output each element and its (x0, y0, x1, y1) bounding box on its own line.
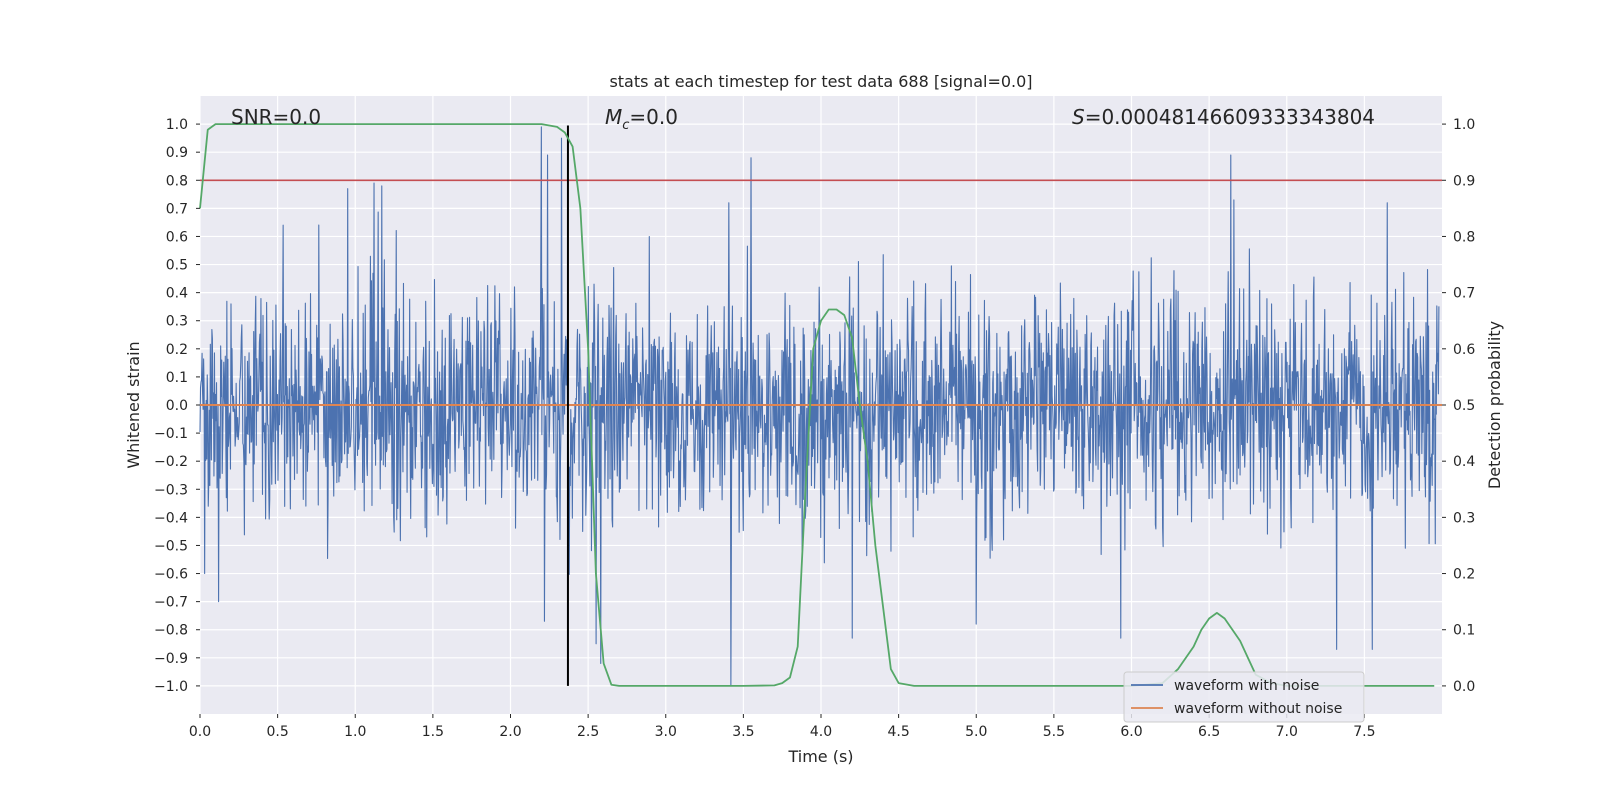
x-tick-label: 2.5 (577, 724, 599, 740)
mc-value: =0.0 (629, 105, 678, 129)
y-right-tick-label: 0.8 (1453, 229, 1475, 245)
snr-annotation: SNR=0.0 (231, 105, 321, 129)
y-left-tick-label: −0.5 (154, 538, 188, 554)
y-left-tick-label: −0.9 (154, 651, 188, 667)
y-left-tick-label: −0.6 (154, 567, 188, 583)
legend-box (1123, 671, 1365, 723)
x-tick-label: 6.0 (1120, 724, 1142, 740)
y-left-tick-label: 0.8 (166, 173, 188, 189)
x-tick-label: 4.5 (887, 724, 909, 740)
y-right-tick-label: 0.7 (1453, 286, 1475, 302)
y-left-tick-label: 0.9 (166, 145, 188, 161)
x-tick-label: 5.0 (965, 724, 987, 740)
legend: waveform with noise waveform without noi… (1123, 671, 1365, 723)
y-right-tick-label: 0.6 (1453, 342, 1475, 358)
y-left-tick-label: −0.3 (154, 482, 188, 498)
x-tick-label: 6.5 (1198, 724, 1220, 740)
y-left-tick-label: −0.7 (154, 595, 188, 611)
x-tick-label: 4.0 (810, 724, 832, 740)
legend-label-noisy: waveform with noise (1174, 678, 1319, 694)
x-tick-label: 7.0 (1276, 724, 1298, 740)
x-tick-label: 5.5 (1043, 724, 1065, 740)
y-left-tick-label: 0.0 (166, 398, 188, 414)
y-left-tick-label: 0.7 (166, 201, 188, 217)
x-tick-label: 0.5 (266, 724, 288, 740)
y-right-tick-label: 0.3 (1453, 510, 1475, 526)
y-left-tick-label: 1.0 (166, 117, 188, 133)
y-right-tick-label: 0.4 (1453, 454, 1475, 470)
x-tick-label: 2.0 (499, 724, 521, 740)
x-tick-label: 1.5 (422, 724, 444, 740)
detection-probability-line (199, 123, 1435, 687)
y-left-tick-label: 0.2 (166, 342, 188, 358)
x-tick-label: 1.0 (344, 724, 366, 740)
y-right-tick-label: 1.0 (1453, 117, 1475, 133)
y-left-tick-label: 0.4 (166, 286, 188, 302)
s-symbol: S (1072, 105, 1085, 129)
overlay-lines (199, 123, 1442, 687)
x-tick-label: 0.0 (189, 724, 211, 740)
y-left-tick-label: 0.5 (166, 258, 188, 274)
y-left-tick-label: −1.0 (154, 679, 188, 695)
mc-symbol: M (605, 105, 622, 129)
x-tick-label: 7.5 (1353, 724, 1375, 740)
legend-label-clean: waveform without noise (1174, 701, 1342, 717)
noisy-waveform-line (199, 126, 1440, 687)
y-left-tick-label: 0.1 (166, 370, 188, 386)
x-tick-label: 3.5 (732, 724, 754, 740)
tick-labels: 0.0 0.5 1.0 1.5 2.0 2.5 3.0 3.5 4.0 4.5 5.0 5.5 6.0 6… (154, 117, 1475, 740)
y-right-tick-label: 0.2 (1453, 567, 1475, 583)
y-left-tick-label: 0.3 (166, 314, 188, 330)
y-axis-left-label: Whitened strain (124, 341, 143, 468)
x-tick-label: 3.0 (655, 724, 677, 740)
y-right-tick-label: 0.1 (1453, 623, 1475, 639)
y-left-tick-label: −0.4 (154, 510, 188, 526)
y-axis-right-label: Detection probability (1485, 321, 1504, 489)
s-annotation: S=0.00048146609333343804 (1072, 105, 1375, 129)
y-right-tick-label: 0.0 (1453, 679, 1475, 695)
y-right-tick-label: 0.9 (1453, 173, 1475, 189)
y-left-tick-label: −0.1 (154, 426, 188, 442)
y-left-tick-label: 0.6 (166, 229, 188, 245)
y-left-tick-label: −0.8 (154, 623, 188, 639)
chart-title: stats at each timestep for test data 688… (609, 72, 1032, 91)
y-left-tick-label: −0.2 (154, 454, 188, 470)
x-axis-label: Time (s) (787, 747, 853, 766)
noisy-waveform-series (199, 126, 1440, 687)
s-value: =0.00048146609333343804 (1085, 105, 1375, 129)
mc-subscript: c (622, 118, 629, 133)
y-right-tick-label: 0.5 (1453, 398, 1475, 414)
chirp-mass-annotation: Mc=0.0 (605, 105, 678, 133)
